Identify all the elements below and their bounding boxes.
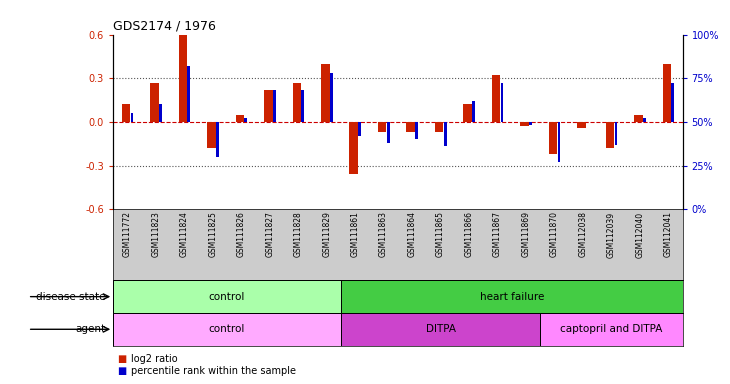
Text: GSM111827: GSM111827 bbox=[265, 212, 274, 257]
Text: control: control bbox=[209, 324, 245, 334]
Bar bbox=[444, 122, 447, 146]
Bar bbox=[520, 122, 529, 126]
Bar bbox=[122, 104, 130, 122]
Text: disease state: disease state bbox=[36, 291, 106, 302]
Bar bbox=[301, 91, 304, 122]
Bar bbox=[293, 83, 301, 122]
Bar bbox=[113, 313, 341, 346]
Bar bbox=[615, 122, 618, 145]
Bar bbox=[245, 118, 247, 122]
Text: GSM111824: GSM111824 bbox=[180, 212, 189, 257]
Bar bbox=[358, 122, 361, 136]
Text: DITPA: DITPA bbox=[426, 324, 456, 334]
Bar bbox=[501, 83, 504, 122]
Text: control: control bbox=[209, 291, 245, 302]
Text: GDS2174 / 1976: GDS2174 / 1976 bbox=[113, 19, 216, 32]
Text: GSM111861: GSM111861 bbox=[350, 212, 360, 257]
Bar bbox=[216, 122, 219, 157]
Bar bbox=[341, 313, 540, 346]
Bar bbox=[435, 122, 443, 132]
Text: captopril and DITPA: captopril and DITPA bbox=[560, 324, 663, 334]
Bar bbox=[321, 64, 329, 122]
Text: ■: ■ bbox=[117, 354, 126, 364]
Bar bbox=[672, 83, 675, 122]
Bar bbox=[264, 90, 272, 122]
Bar bbox=[643, 118, 646, 122]
Text: GSM112039: GSM112039 bbox=[607, 212, 616, 258]
Bar bbox=[492, 75, 500, 122]
Bar bbox=[558, 122, 561, 162]
Bar bbox=[330, 73, 333, 122]
Bar bbox=[464, 104, 472, 122]
Bar bbox=[236, 115, 244, 122]
Bar bbox=[350, 122, 358, 174]
Text: GSM111869: GSM111869 bbox=[521, 212, 531, 257]
Bar bbox=[472, 101, 475, 122]
Bar bbox=[188, 66, 191, 122]
Text: GSM111828: GSM111828 bbox=[293, 212, 303, 257]
Text: GSM111825: GSM111825 bbox=[208, 212, 218, 257]
Text: GSM111870: GSM111870 bbox=[550, 212, 559, 257]
Bar bbox=[179, 35, 187, 122]
Text: GSM111866: GSM111866 bbox=[464, 212, 474, 257]
Text: GSM111829: GSM111829 bbox=[322, 212, 331, 257]
Bar bbox=[341, 280, 683, 313]
Text: agent: agent bbox=[76, 324, 106, 334]
Text: GSM112040: GSM112040 bbox=[635, 212, 645, 258]
Text: GSM111772: GSM111772 bbox=[123, 212, 132, 257]
Text: GSM111823: GSM111823 bbox=[151, 212, 161, 257]
Text: percentile rank within the sample: percentile rank within the sample bbox=[131, 366, 296, 376]
Bar bbox=[387, 122, 390, 143]
Text: GSM111864: GSM111864 bbox=[407, 212, 417, 257]
Text: GSM111863: GSM111863 bbox=[379, 212, 388, 257]
Bar bbox=[415, 122, 418, 139]
Bar bbox=[663, 64, 671, 122]
Text: GSM112041: GSM112041 bbox=[664, 212, 673, 257]
Bar bbox=[549, 122, 557, 154]
Text: GSM112038: GSM112038 bbox=[578, 212, 588, 257]
Text: log2 ratio: log2 ratio bbox=[131, 354, 178, 364]
Bar bbox=[159, 104, 162, 122]
Text: GSM111865: GSM111865 bbox=[436, 212, 445, 257]
Bar bbox=[207, 122, 215, 148]
Bar bbox=[634, 115, 642, 122]
Bar bbox=[407, 122, 415, 132]
Bar bbox=[606, 122, 614, 148]
Bar bbox=[529, 122, 532, 126]
Bar bbox=[577, 122, 585, 128]
Text: GSM111867: GSM111867 bbox=[493, 212, 502, 257]
Bar bbox=[378, 122, 386, 132]
Text: heart failure: heart failure bbox=[480, 291, 544, 302]
Bar bbox=[273, 91, 276, 122]
Bar bbox=[113, 280, 341, 313]
Bar bbox=[150, 83, 158, 122]
Bar bbox=[540, 313, 683, 346]
Bar bbox=[131, 113, 134, 122]
Text: ■: ■ bbox=[117, 366, 126, 376]
Text: GSM111826: GSM111826 bbox=[237, 212, 246, 257]
